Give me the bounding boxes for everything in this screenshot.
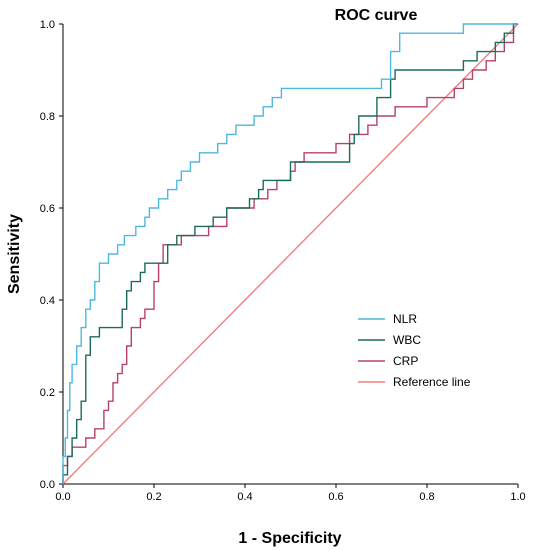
- series-lines: [62, 23, 519, 485]
- y-tick-label: 0.6: [40, 203, 55, 215]
- x-tick-label: 0.2: [146, 491, 161, 503]
- series-line-wbc: [62, 23, 518, 484]
- y-tick-label: 0.8: [40, 111, 55, 123]
- x-tick-label: 1.0: [510, 491, 525, 503]
- legend-label: WBC: [393, 333, 421, 347]
- plot-area: 0.0 0.2 0.4 0.6 0.8 1.0 0.0 0.2 0.4 0.6 0.8 1.0: [40, 19, 526, 503]
- x-tick-label: 0.6: [328, 491, 343, 503]
- y-tick-label: 0.4: [40, 295, 55, 307]
- x-tick-label: 0.4: [237, 491, 252, 503]
- axis-ticks: 0.0 0.2 0.4 0.6 0.8 1.0 0.0 0.2 0.4 0.6 0.8 1.0: [40, 19, 526, 503]
- legend: NLR WBC CRP Reference line: [358, 312, 471, 389]
- x-tick-label: 0.0: [55, 491, 70, 503]
- x-tick-label: 0.8: [419, 491, 434, 503]
- y-tick-label: 1.0: [40, 19, 55, 31]
- y-tick-label: 0.0: [40, 479, 55, 491]
- chart-title: ROC curve: [335, 7, 418, 24]
- y-axis-title: Sensitivity: [6, 214, 23, 294]
- y-tick-label: 0.2: [40, 387, 55, 399]
- x-axis-title: 1 - Specificity: [238, 530, 341, 547]
- series-line-reference-line: [62, 23, 519, 485]
- legend-label: NLR: [393, 312, 417, 326]
- legend-label: Reference line: [393, 375, 471, 389]
- legend-label: CRP: [393, 354, 418, 368]
- series-line-nlr: [62, 23, 518, 484]
